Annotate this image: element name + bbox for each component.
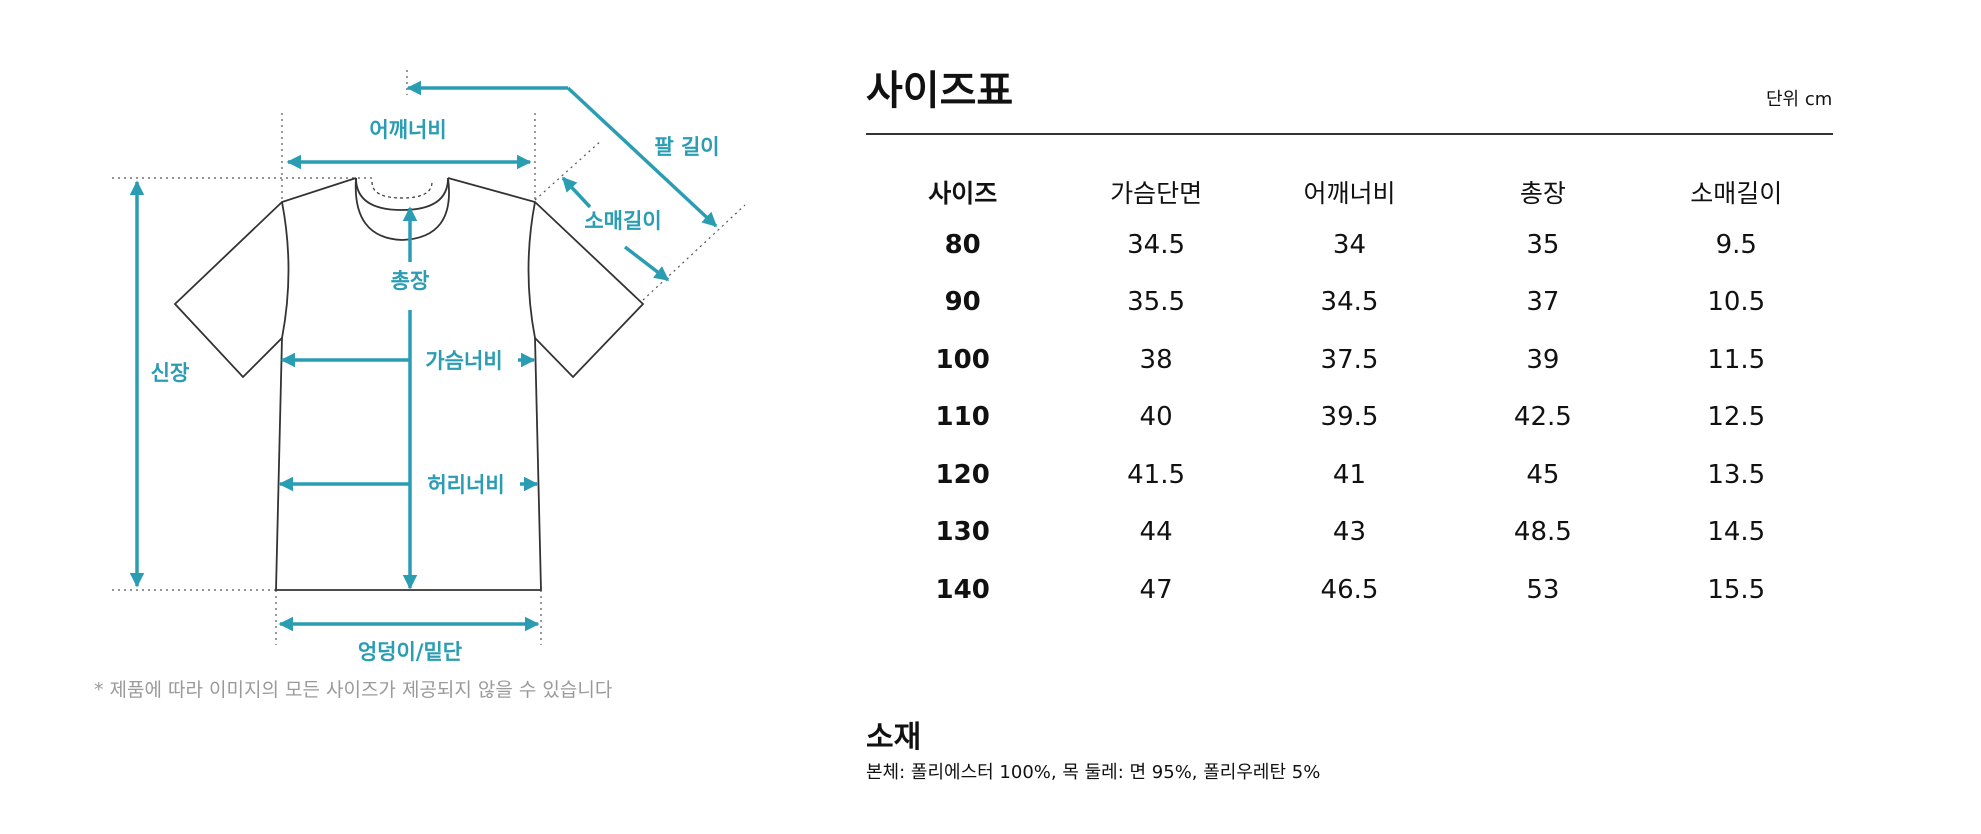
measurement-arrows (129, 80, 718, 632)
table-row: 80 34.5 34 35 9.5 (866, 216, 1833, 274)
col-header-shoulder: 어깨너비 (1303, 179, 1396, 208)
table-row: 90 35.5 34.5 37 10.5 (866, 274, 1833, 332)
cell-size: 120 (935, 459, 990, 490)
tshirt-outline (173, 177, 645, 591)
cell-chest: 35.5 (1127, 287, 1186, 318)
label-height: 신장 (151, 361, 190, 385)
col-header-sleeve: 소매길이 (1690, 179, 1783, 208)
cell-length: 42.5 (1513, 402, 1572, 433)
cell-length: 35 (1526, 229, 1560, 260)
material-title: 소재 (866, 720, 922, 755)
cell-size: 100 (935, 344, 990, 375)
cell-sleeve: 11.5 (1707, 344, 1766, 375)
cell-size: 110 (935, 402, 990, 433)
col-header-chest: 가슴단면 (1110, 179, 1203, 208)
cell-sleeve: 14.5 (1707, 517, 1766, 548)
col-header-length: 총장 (1519, 179, 1566, 208)
cell-sleeve: 10.5 (1707, 287, 1766, 318)
cell-chest: 41.5 (1127, 459, 1186, 490)
cell-shoulder: 41 (1332, 459, 1367, 490)
cell-sleeve: 15.5 (1707, 574, 1766, 605)
cell-sleeve: 9.5 (1715, 229, 1757, 260)
label-total-length: 총장 (391, 269, 430, 293)
unit-label: 단위 cm (1766, 89, 1833, 110)
cell-chest: 40 (1139, 402, 1173, 433)
label-waist-width: 허리너비 (427, 473, 504, 497)
title-divider (866, 133, 1833, 135)
cell-sleeve: 13.5 (1707, 459, 1766, 490)
table-row: 100 38 37.5 39 11.5 (866, 331, 1833, 389)
cell-length: 37 (1526, 287, 1560, 318)
cell-chest: 34.5 (1127, 229, 1186, 260)
cell-shoulder: 46.5 (1320, 574, 1379, 605)
tshirt-measurement-diagram: 어깨너비 팔 길이 소매길이 총장 가슴너비 신장 허리너비 엉덩이/밑단 (112, 70, 746, 664)
cell-chest: 44 (1139, 517, 1173, 548)
label-sleeve-length: 소매길이 (584, 209, 661, 233)
cell-shoulder: 34 (1332, 229, 1367, 260)
cell-chest: 47 (1139, 574, 1173, 605)
table-row: 110 40 39.5 42.5 12.5 (866, 389, 1833, 447)
cell-chest: 38 (1139, 344, 1173, 375)
label-shoulder-width: 어깨너비 (369, 118, 446, 142)
diagram-note: * 제품에 따라 이미지의 모든 사이즈가 제공되지 않을 수 있습니다 (94, 679, 613, 701)
material-text: 본체: 폴리에스터 100%, 목 둘레: 면 95%, 폴리우레탄 5% (866, 762, 1321, 783)
cell-sleeve: 12.5 (1707, 402, 1766, 433)
cell-length: 45 (1526, 459, 1560, 490)
col-header-size: 사이즈 (928, 179, 998, 208)
cell-size: 140 (935, 574, 990, 605)
size-chart-title: 사이즈표 (866, 68, 1014, 114)
cell-size: 130 (935, 517, 990, 548)
table-row: 130 44 43 48.5 14.5 (866, 504, 1833, 562)
cell-shoulder: 37.5 (1320, 344, 1379, 375)
cell-length: 39 (1526, 344, 1560, 375)
label-chest-width: 가슴너비 (425, 349, 502, 373)
cell-size: 80 (944, 229, 981, 260)
size-table: 사이즈 가슴단면 어깨너비 총장 소매길이 80 34.5 34 35 9.5 … (866, 168, 1833, 619)
label-arm-length: 팔 길이 (654, 135, 719, 159)
table-row: 120 41.5 41 45 13.5 (866, 446, 1833, 504)
table-row: 140 47 46.5 53 15.5 (866, 561, 1833, 619)
label-hip-hem: 엉덩이/밑단 (358, 640, 462, 664)
cell-length: 53 (1526, 574, 1560, 605)
cell-size: 90 (944, 287, 981, 318)
cell-shoulder: 34.5 (1320, 287, 1379, 318)
cell-shoulder: 43 (1332, 517, 1367, 548)
cell-shoulder: 39.5 (1320, 402, 1379, 433)
table-header-row: 사이즈 가슴단면 어깨너비 총장 소매길이 (866, 168, 1833, 216)
cell-length: 48.5 (1513, 517, 1572, 548)
